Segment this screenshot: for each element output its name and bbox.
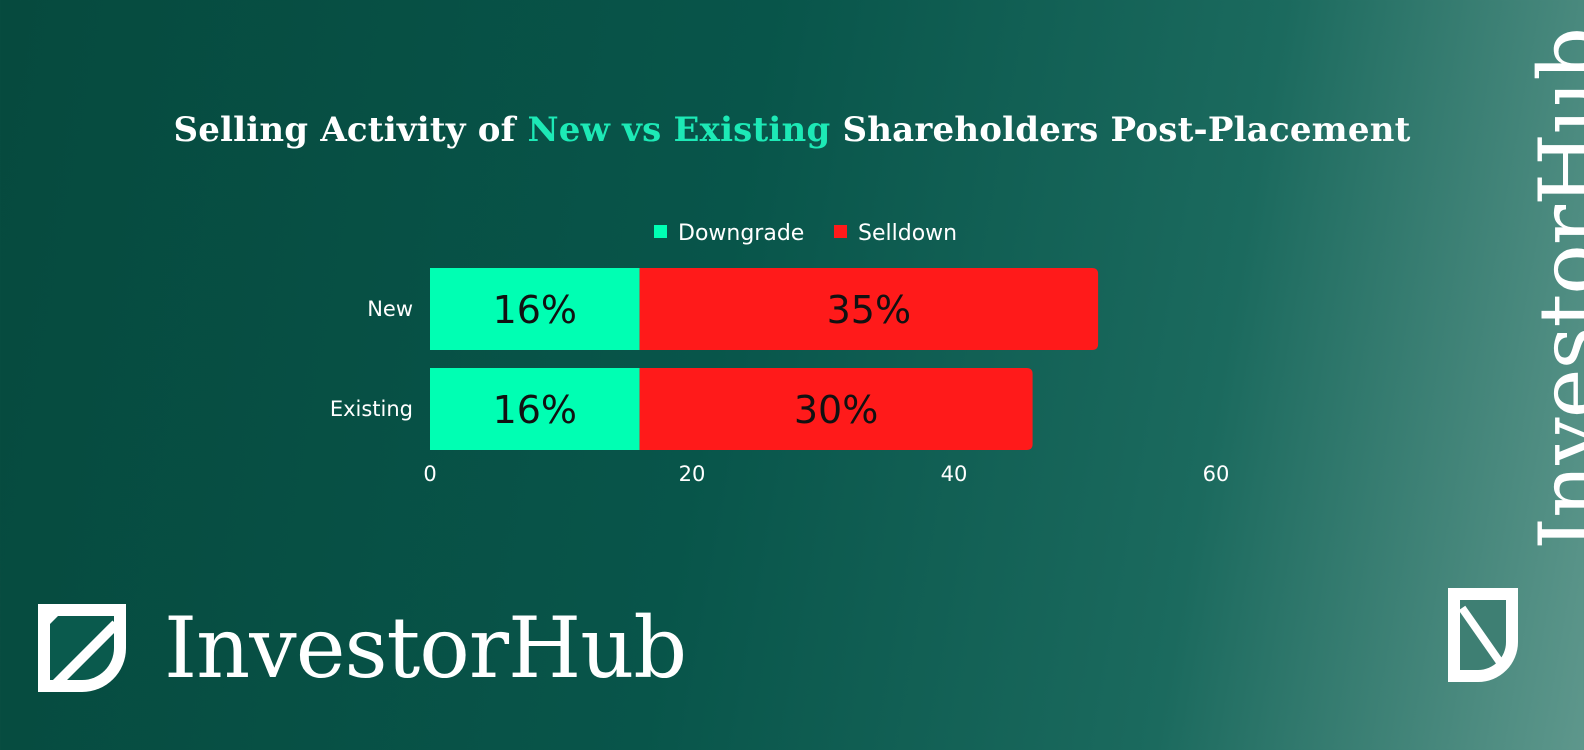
legend-label-downgrade: Downgrade (678, 221, 804, 246)
data-label: 30% (794, 388, 878, 432)
brand-name: InvestorHub (164, 599, 687, 697)
vertical-brand: InvestorHub (1448, 28, 1584, 700)
category-label: Existing (330, 397, 413, 421)
data-label: 16% (493, 388, 577, 432)
legend-swatch-downgrade (654, 225, 667, 238)
vertical-brand-name: InvestorHub (1521, 27, 1584, 550)
x-tick-label: 20 (679, 462, 706, 486)
bar-selldown-new (639, 268, 1099, 350)
investorhub-vertical-logo-icon (1448, 588, 1518, 682)
title-part2: Shareholders Post-Placement (830, 110, 1411, 150)
data-label: 35% (827, 288, 911, 332)
brand-logo: InvestorHub (30, 596, 687, 700)
bar-downgrade-existing (430, 368, 640, 450)
legend-label-selldown: Selldown (858, 221, 957, 246)
category-label: New (367, 297, 413, 321)
x-tick-label: 0 (423, 462, 436, 486)
bar-downgrade-new (430, 268, 640, 350)
title-highlight: New vs Existing (527, 110, 831, 150)
investorhub-logo-icon (38, 604, 126, 692)
title-part1: Selling Activity of (173, 110, 528, 150)
x-tick-label: 60 (1203, 462, 1230, 486)
bar-selldown-existing (639, 368, 1033, 450)
chart-title: Selling Activity of New vs Existing Shar… (0, 110, 1584, 150)
data-label: 16% (493, 288, 577, 332)
x-tick-label: 40 (941, 462, 968, 486)
legend-swatch-selldown (834, 225, 847, 238)
